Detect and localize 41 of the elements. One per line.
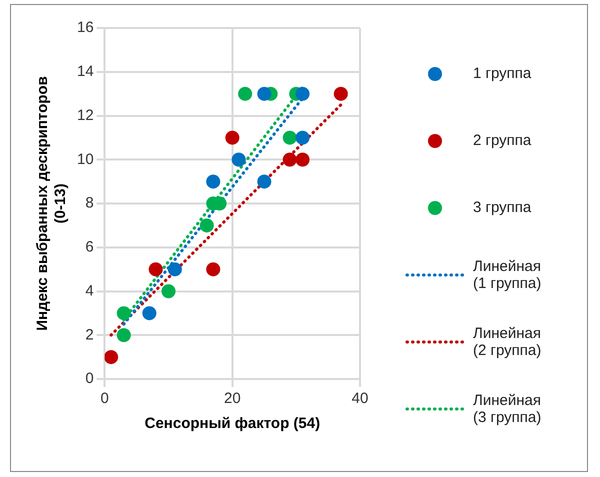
point bbox=[116, 306, 131, 320]
y-tick-label: 6 bbox=[85, 238, 94, 256]
point bbox=[257, 86, 272, 101]
legend-label: 2 группа bbox=[473, 132, 532, 149]
y-tick-label: 14 bbox=[76, 63, 94, 80]
y-tick-label: 12 bbox=[76, 106, 94, 124]
y-tick-label: 8 bbox=[85, 194, 94, 212]
point bbox=[232, 152, 246, 167]
point bbox=[116, 328, 131, 342]
x-tick-label: 40 bbox=[352, 390, 368, 408]
point bbox=[282, 152, 297, 167]
y-tick-label: 16 bbox=[76, 19, 94, 36]
x-tick-label: 20 bbox=[224, 390, 241, 408]
legend-label: 3 группа bbox=[473, 199, 532, 216]
legend-label: Линейная (3 группа) bbox=[473, 392, 542, 426]
point bbox=[296, 130, 310, 145]
point bbox=[206, 174, 220, 189]
point bbox=[206, 262, 220, 276]
y-axis-title: Индекс выбранных дескрипторов (0-13) bbox=[34, 76, 70, 331]
y-tick-label: 0 bbox=[85, 370, 94, 388]
y-tick-label: 2 bbox=[85, 326, 94, 344]
point bbox=[142, 306, 156, 320]
point bbox=[225, 130, 240, 145]
x-tick-label: 0 bbox=[100, 390, 109, 408]
point bbox=[148, 262, 163, 276]
point bbox=[282, 130, 297, 145]
point bbox=[296, 86, 310, 101]
point bbox=[162, 284, 176, 298]
point bbox=[238, 86, 252, 101]
point bbox=[257, 174, 272, 189]
legend-label: Линейная (2 группа) bbox=[473, 324, 542, 358]
legend-label: Линейная (1 группа) bbox=[473, 258, 542, 292]
point bbox=[168, 262, 182, 276]
point bbox=[104, 350, 118, 364]
point bbox=[200, 218, 214, 232]
point bbox=[334, 86, 348, 101]
y-tick-label: 10 bbox=[76, 150, 94, 168]
legend-label: 1 группа bbox=[473, 65, 532, 82]
x-axis-title: Сенсорный фактор (54) bbox=[144, 415, 320, 432]
y-tick-label: 4 bbox=[85, 282, 94, 300]
point bbox=[296, 152, 310, 167]
